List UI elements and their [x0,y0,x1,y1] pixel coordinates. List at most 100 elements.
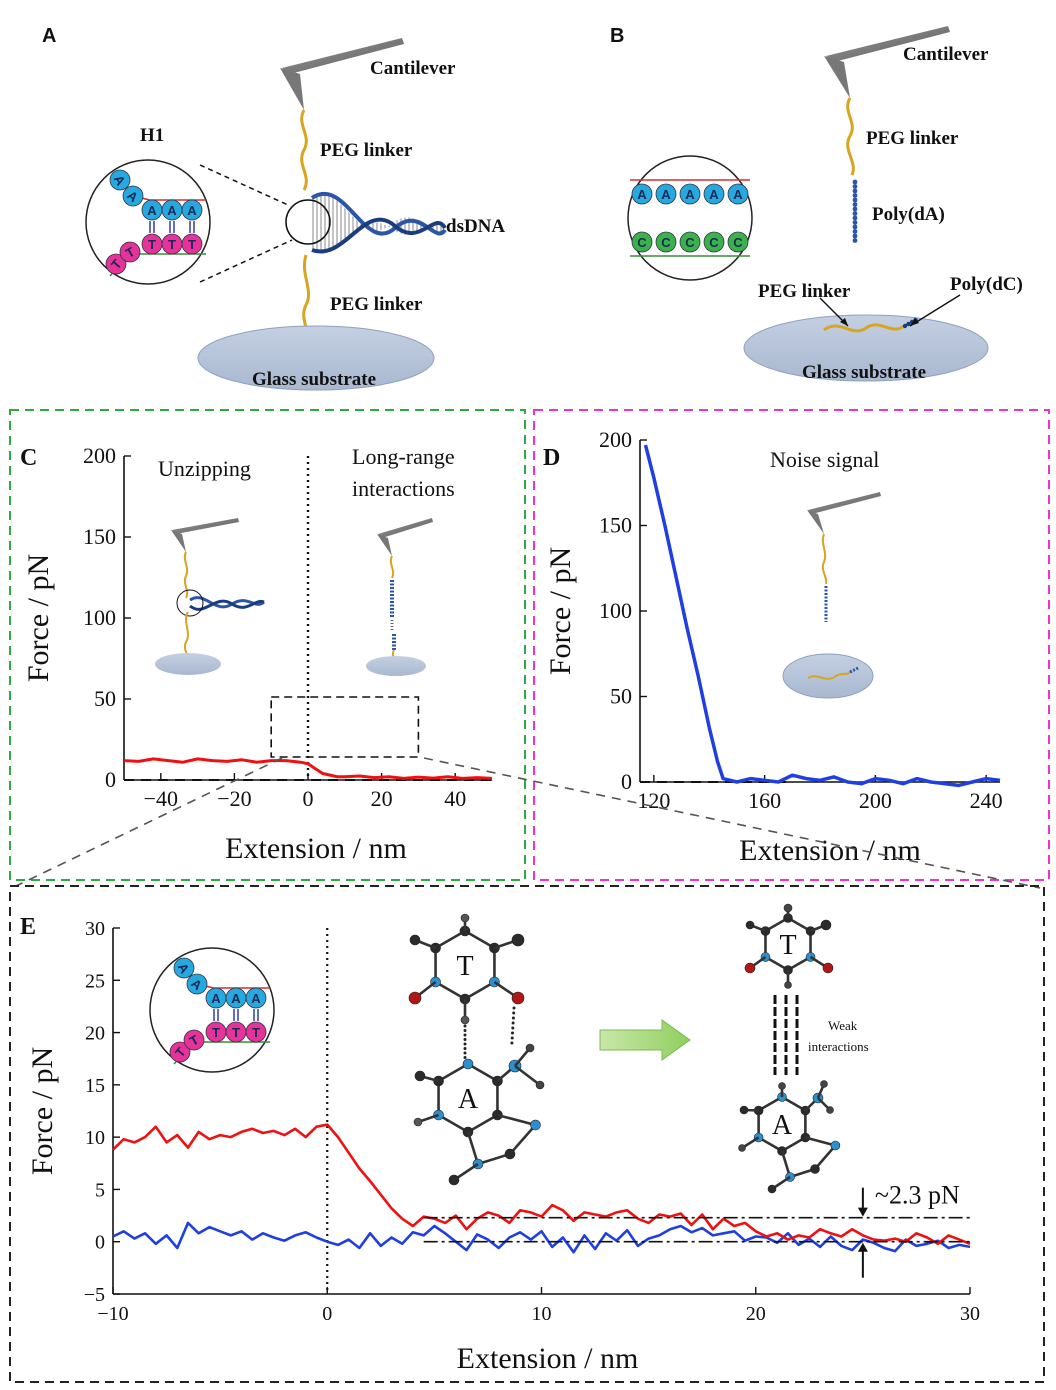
force-trace-red [112,1123,971,1246]
force-annotation: ~2.3 pN [875,1181,960,1210]
y-tick-label: 0 [105,767,116,792]
poly-da-bead [852,179,858,185]
chart-e: −5 0 5 10 15 20 25 30 −10 0 10 20 30 Force / pN Extens… [26,918,980,1375]
base-circle [631,231,653,253]
base-circle [245,1021,267,1043]
base-circle [186,973,208,995]
base-letter: C [709,235,719,250]
atom [408,991,422,1005]
transition-arrow [599,1019,691,1061]
poly-da-bead [852,193,858,198]
peg-label-bottom-b: PEG linker [758,281,851,302]
weak-interactions-label-1: Weak [828,1018,858,1033]
x-tick-label: 160 [748,788,781,813]
x-tick-label: −10 [97,1303,128,1325]
atom [778,1082,786,1090]
base-circle [679,231,701,253]
atom [535,1080,545,1090]
y-tick-label: 10 [85,1127,105,1149]
separated-molecules: TA [738,903,841,1194]
atom [826,1106,834,1114]
y-axis-title: Force / pN [26,1047,59,1175]
bond [437,1062,469,1083]
base-letter: T [168,237,176,252]
y-tick-label: 50 [94,686,116,711]
base-letter: T [188,237,196,252]
base-letter: T [148,237,156,252]
peg-linker-top-b [846,97,855,176]
x-tick-label: −40 [144,786,178,811]
panel-e: E −5 0 5 10 15 20 25 30 −10 0 10 20 30 Force / pN Exte… [9,885,1045,1383]
poly-da-bead [852,211,858,216]
atom [460,913,470,923]
panel-d-frame [533,409,1050,881]
x-tick-label: 20 [746,1303,766,1325]
h-bond-dot [511,1016,515,1020]
cantilever-b [824,26,950,98]
atom [767,1184,777,1194]
atom [448,1174,460,1186]
base-letter: C [661,235,671,250]
y-tick-label: 100 [599,598,632,623]
y-tick-label: 150 [83,524,116,549]
long-range-label-2: interactions [352,476,455,501]
x-tick-label: 200 [859,788,892,813]
poly-da-bead [852,224,858,230]
long-range-label-1: Long-range [352,444,455,469]
poly-da-strand [852,179,858,243]
x-axis-title: Extension / nm [225,832,407,865]
unzipping-label: Unzipping [158,456,251,481]
bond [509,1124,537,1155]
y-tick-label: 100 [83,605,116,630]
ring-label: A [458,1084,479,1115]
base-circle [181,199,203,221]
y-tick-label: 20 [85,1023,105,1045]
atom [460,1015,470,1025]
base-letter: A [231,991,241,1006]
base-circle [105,253,127,275]
panel-a: A Cantilever PEG linker dsDNA PEG linker… [42,25,505,391]
annotation-arrowhead-down [857,1207,868,1217]
cantilever-a [280,38,404,110]
base-circle [703,231,725,253]
base-letter: C [685,235,695,250]
atom [822,962,834,974]
bond [514,1064,541,1087]
h-bond-dot [463,1038,467,1041]
poly-da-bead [852,188,858,194]
base-letter: C [637,235,647,250]
ta-base-pair-molecule: TA [408,913,545,1186]
force-trace-blue [112,1221,971,1254]
h-bond-dot [510,1041,514,1045]
panel-a-letter: A [42,25,56,47]
glass-label-b: Glass substrate [802,362,926,383]
bond [434,980,466,1001]
base-circle [183,1029,205,1051]
y-axis-title: Force / pN [544,547,577,675]
atom [462,1058,474,1070]
atom [738,1144,746,1152]
peg-label-top-a: PEG linker [320,140,413,161]
panel-e-letter: E [20,914,36,940]
base-circle [703,183,725,205]
y-tick-label: 0 [621,769,632,794]
atom [525,1043,535,1053]
base-letter: A [187,203,197,218]
poly-dc-bead [906,321,911,327]
base-circle [109,169,131,191]
glass-substrate-a [197,325,435,391]
poly-da-bead [852,184,858,189]
chart-c: 0 50 100 150 200 −40 −20 0 20 40 Force / pN Extensi… [22,443,493,865]
base-letter: A [211,991,221,1006]
peg-linker-bottom-b [823,323,905,333]
base-letter: A [685,187,695,202]
base-circle [727,231,749,253]
panel-b-letter: B [610,25,624,47]
atom [784,981,792,989]
h-bond-dot [463,1024,467,1028]
atom [504,1148,516,1160]
atom [810,1164,820,1174]
bond [805,1136,836,1147]
base-circle [169,1041,191,1063]
